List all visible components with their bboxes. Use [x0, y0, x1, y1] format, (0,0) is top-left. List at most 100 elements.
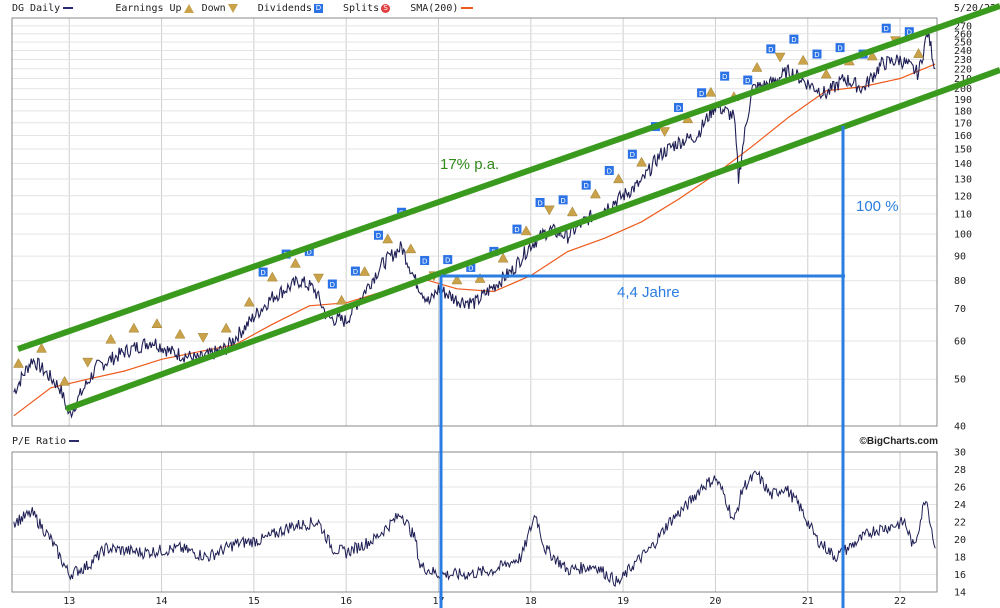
earnings-up-marker — [497, 252, 509, 263]
dividend-marker — [766, 44, 776, 54]
dividend-marker — [835, 43, 845, 53]
x-tick-label: 13 — [63, 596, 75, 607]
earnings-up-marker — [590, 188, 601, 199]
earnings-up-marker — [243, 296, 255, 307]
pe-tick-label: 14 — [954, 588, 966, 599]
price-tick-label: 170 — [954, 118, 972, 129]
lower-channel-line — [64, 67, 1000, 412]
earnings-up-marker — [566, 206, 578, 217]
pe-label: P/E Ratio — [12, 436, 67, 447]
x-tick-label: 15 — [248, 596, 260, 607]
price-tick-label: 210 — [954, 74, 972, 85]
x-tick-label: 18 — [525, 596, 537, 607]
earnings-up-marker — [128, 322, 140, 333]
dividend-marker-letter: D — [537, 199, 542, 207]
earnings-up-marker — [451, 274, 463, 285]
price-tick-label: 180 — [954, 106, 972, 117]
dividend-marker — [258, 267, 268, 277]
earnings-up-marker — [289, 257, 301, 268]
dividends-label: Dividends — [257, 3, 312, 14]
earnings-up-marker — [797, 54, 809, 65]
growth-rate-annotation: 17% p.a. — [440, 156, 500, 173]
price-tick-label: 160 — [954, 131, 972, 142]
dividend-marker-letter: D — [584, 182, 589, 190]
symbol-label: DG Daily — [12, 3, 61, 14]
dividend-marker — [304, 246, 314, 256]
price-tick-label: 50 — [954, 375, 966, 386]
earnings-up-marker — [405, 243, 417, 254]
price-layer — [13, 30, 936, 419]
earnings-up-marker — [220, 322, 232, 333]
dividend-marker — [743, 75, 753, 85]
dividend-marker-letter: D — [791, 36, 796, 44]
dividend-marker-letter: D — [560, 197, 565, 205]
x-tick-label: 16 — [340, 596, 352, 607]
dividend-marker — [812, 49, 822, 59]
price-tick-label: 190 — [954, 95, 972, 106]
price-tick-label: 110 — [954, 210, 972, 221]
pe-tick-label: 16 — [954, 570, 966, 581]
earnings-up-marker — [520, 225, 532, 236]
earnings-up-marker — [13, 357, 24, 368]
price-tick-label: 270 — [954, 21, 972, 32]
measurement-lines — [439, 126, 845, 608]
dividend-marker-letter: D — [468, 264, 473, 272]
earnings-up-marker — [59, 375, 71, 386]
price-panel-frame — [11, 17, 938, 427]
dividend-marker — [720, 71, 730, 81]
dividend-marker — [558, 195, 568, 205]
dividend-icon: D — [313, 3, 323, 13]
earnings-up-marker — [913, 48, 924, 58]
price-tick-label: 240 — [954, 46, 972, 57]
dividend-marker-letter: D — [630, 151, 635, 159]
earnings-up-marker — [359, 266, 371, 276]
earnings-down-marker — [774, 52, 786, 63]
legend-header: DG Daily Earnings Up Down Dividends D Spl… — [12, 3, 474, 16]
price-tick-label: 60 — [954, 337, 966, 348]
earnings-up-icon — [183, 3, 194, 13]
earnings-down-marker — [197, 333, 209, 343]
dividend-marker — [881, 23, 891, 33]
earnings-up-marker — [705, 86, 717, 97]
pe-tick-label: 18 — [954, 553, 966, 564]
dividend-marker — [697, 88, 707, 98]
dividend-marker — [420, 256, 430, 266]
price-swatch-icon — [63, 7, 74, 9]
dividend-marker-letter: D — [260, 269, 265, 277]
pe-tick-label: 20 — [954, 535, 966, 546]
chart-date: 5/20/22 — [953, 3, 996, 14]
price-tick-label: 260 — [954, 29, 972, 40]
dividend-marker — [373, 230, 383, 240]
dividend-marker — [904, 27, 914, 37]
price-axis: 40 50 60 70 80 90 100 110 120 130 140 150 160 1701801… — [954, 21, 972, 432]
x-tick-label: 21 — [802, 596, 814, 607]
pe-tick-label: 26 — [954, 483, 966, 494]
sma-label: SMA(200) — [410, 3, 459, 14]
sma-line — [13, 63, 936, 417]
pe-axis: 14 16 18 20 22 24 26 28 30 — [954, 448, 966, 599]
price-tick-label: 80 — [954, 276, 966, 287]
dividend-marker-letter: D — [307, 248, 312, 256]
price-tick-label: 200 — [954, 84, 972, 95]
pe-swatch-icon — [69, 440, 80, 442]
earnings-up-marker — [382, 233, 394, 244]
earnings-up-marker — [336, 294, 347, 305]
price-tick-label: 40 — [954, 422, 966, 433]
earnings-up-marker — [751, 61, 763, 72]
dividend-marker — [627, 149, 637, 159]
dividend-marker — [535, 197, 545, 207]
dividend-marker-letter: D — [768, 46, 773, 54]
dividend-marker — [581, 180, 591, 190]
dividend-marker-letter: D — [607, 167, 612, 175]
dividend-marker-letter: D — [422, 258, 427, 266]
earnings-up-label: Up — [169, 3, 182, 14]
earnings-up-marker — [174, 328, 186, 339]
dividend-marker — [466, 262, 476, 272]
pe-line — [13, 470, 936, 587]
earnings-up-marker — [820, 68, 832, 79]
dividend-marker-letter: D — [907, 29, 912, 37]
x-axis: 13 14 15 16 17 18 19 20 21 22 — [63, 596, 906, 607]
price-line — [13, 30, 936, 419]
gain-annotation: 100 % — [856, 198, 899, 215]
